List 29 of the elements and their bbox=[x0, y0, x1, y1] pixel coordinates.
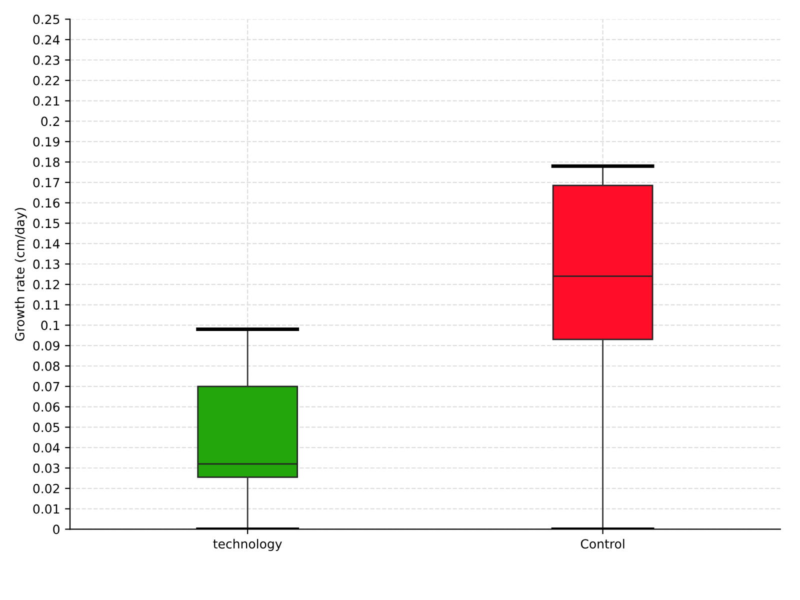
y-tick-label: 0.19 bbox=[33, 137, 60, 147]
y-tick-label: 0 bbox=[53, 524, 60, 534]
y-tick-label: 0.01 bbox=[33, 504, 60, 514]
y-tick-label: 0.13 bbox=[33, 259, 60, 269]
y-tick-label: 0.2 bbox=[41, 116, 60, 126]
y-tick-label: 0.07 bbox=[33, 382, 60, 392]
y-tick-label: 0.11 bbox=[33, 300, 60, 310]
y-tick-label: 0.24 bbox=[33, 35, 60, 45]
y-tick-label: 0.22 bbox=[33, 76, 60, 86]
y-tick-label: 0.16 bbox=[33, 198, 60, 208]
y-tick-label: 0.23 bbox=[33, 55, 60, 65]
y-tick-label: 0.05 bbox=[33, 422, 60, 432]
x-tick-label: technology bbox=[213, 538, 282, 552]
y-tick-label: 0.25 bbox=[33, 14, 60, 24]
y-tick-label: 0.15 bbox=[33, 218, 60, 228]
x-tick-label: Control bbox=[580, 538, 624, 549]
y-tick-label: 0.08 bbox=[33, 361, 60, 371]
y-axis-title: Growth rate (cm/day) bbox=[14, 208, 27, 341]
y-tick-label: 0.06 bbox=[33, 402, 60, 412]
y-tick-label: 0.21 bbox=[33, 96, 60, 106]
y-tick-label: 0.17 bbox=[33, 178, 60, 188]
y-tick-label: 0.18 bbox=[33, 157, 60, 167]
y-tick-label: 0.1 bbox=[41, 320, 60, 330]
y-tick-label: 0.14 bbox=[33, 239, 60, 249]
y-tick-label: 0.02 bbox=[33, 484, 60, 494]
y-tick-label: 0.09 bbox=[33, 341, 60, 351]
y-tick-label: 0.12 bbox=[33, 280, 60, 290]
y-tick-label: 0.04 bbox=[33, 443, 60, 453]
y-tick-label: 0.03 bbox=[33, 463, 60, 473]
